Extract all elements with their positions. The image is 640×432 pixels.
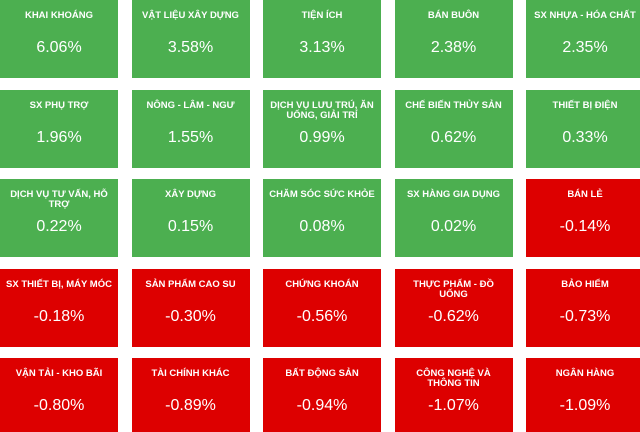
sector-name: DỊCH VỤ LƯU TRÚ, ĂN UỐNG, GIẢI TRÍ [270, 99, 374, 121]
sector-change: -1.09% [559, 397, 611, 414]
sector-change: 3.13% [299, 39, 345, 56]
sector-tile: BÁN LẺ -0.14% [526, 179, 640, 257]
sector-change: 3.58% [167, 39, 214, 56]
sector-tile: DỊCH VỤ LƯU TRÚ, ĂN UỐNG, GIẢI TRÍ 0.99% [263, 89, 381, 168]
sector-tile: SẢN PHẨM CAO SU -0.30% [131, 268, 250, 347]
sector-tile: SX PHỤ TRỢ 1.96% [0, 89, 118, 168]
sector-name: BẢO HIỂM [561, 278, 609, 290]
sector-tile: DỊCH VỤ TƯ VẤN, HỖ TRỢ 0.22% [0, 179, 118, 257]
sector-name: SX PHỤ TRỢ [29, 99, 89, 111]
sector-tile: BÁN BUÔN 2.38% [394, 0, 513, 78]
sector-name: NÔNG - LÂM - NGƯ [146, 99, 235, 111]
sector-change: 1.96% [36, 128, 82, 146]
sector-name: XÂY DỰNG [165, 189, 216, 200]
sector-change: 2.38% [430, 39, 477, 56]
sector-name: TÀI CHÍNH KHÁC [151, 368, 230, 379]
sector-name: THỰC PHẨM - ĐỒ UỐNG [413, 278, 494, 300]
sector-change: 0.99% [299, 128, 345, 146]
sector-name: CHĂM SÓC SỨC KHỎE [269, 189, 375, 200]
sector-change: -0.89% [165, 397, 216, 414]
sector-tile: SX HÀNG GIA DỤNG 0.02% [394, 179, 513, 257]
sector-change: -0.80% [33, 397, 85, 414]
sector-change: -0.14% [559, 218, 611, 235]
sector-name: BÁN BUÔN [427, 10, 480, 21]
sector-tile: CHỨNG KHOÁN -0.56% [263, 268, 381, 347]
sector-name: DỊCH VỤ TƯ VẤN, HỖ TRỢ [10, 189, 108, 210]
sector-name: SX THIẾT BỊ, MÁY MÓC [6, 278, 112, 290]
sector-name: BÁN LẺ [567, 189, 603, 200]
sector-change: 0.22% [36, 218, 82, 235]
sector-tile: XÂY DỰNG 0.15% [131, 179, 250, 257]
sector-name: VẬN TẢI - KHO BÃI [15, 368, 103, 379]
sector-change: 0.02% [430, 218, 477, 235]
sector-change: -0.18% [33, 307, 85, 325]
sector-name: VẬT LIỆU XÂY DỰNG [142, 10, 239, 21]
sector-name: SẢN PHẨM CAO SU [145, 278, 236, 290]
sector-tile: CHẾ BIẾN THỦY SẢN 0.62% [394, 89, 513, 168]
sector-name: CHỨNG KHOÁN [285, 278, 359, 290]
sector-change: -0.94% [296, 397, 348, 414]
sector-name: KHAI KHOÁNG [24, 10, 94, 21]
sector-change: -0.30% [165, 307, 216, 325]
sector-tile: TIỆN ÍCH 3.13% [263, 0, 381, 78]
sector-tile: NÔNG - LÂM - NGƯ 1.55% [131, 89, 250, 168]
sector-name: CHẾ BIẾN THỦY SẢN [405, 99, 502, 111]
sector-tile: THIẾT BỊ ĐIỆN 0.33% [526, 89, 640, 168]
sector-change: 0.08% [299, 218, 345, 235]
sector-change: -0.73% [559, 307, 611, 325]
sector-tile: KHAI KHOÁNG 6.06% [0, 0, 118, 78]
sector-change: 1.55% [167, 128, 214, 146]
sector-change: -1.07% [428, 397, 479, 414]
sector-change: 2.35% [562, 39, 608, 56]
sector-tile: THỰC PHẨM - ĐỒ UỐNG -0.62% [394, 268, 513, 347]
sector-name: THIẾT BỊ ĐIỆN [552, 99, 618, 111]
sector-tile: BẤT ĐỘNG SẢN -0.94% [263, 358, 381, 432]
sector-change: 0.33% [562, 128, 608, 146]
sector-change: 6.06% [36, 39, 82, 56]
sector-tile: TÀI CHÍNH KHÁC -0.89% [131, 358, 250, 432]
sector-name: SX HÀNG GIA DỤNG [406, 189, 501, 200]
sector-change: -0.62% [428, 307, 479, 325]
sector-tile: CÔNG NGHỆ VÀ THÔNG TIN -1.07% [394, 358, 513, 432]
sector-name: NGÂN HÀNG [555, 368, 615, 379]
sector-name: TIỆN ÍCH [301, 10, 343, 21]
sector-change: 0.15% [167, 218, 214, 235]
sector-tile: VẬT LIỆU XÂY DỰNG 3.58% [131, 0, 250, 78]
sector-tile: VẬN TẢI - KHO BÃI -0.80% [0, 358, 118, 432]
sector-tile: BẢO HIỂM -0.73% [526, 268, 640, 347]
sector-tile: CHĂM SÓC SỨC KHỎE 0.08% [263, 179, 381, 257]
sector-name: CÔNG NGHỆ VÀ THÔNG TIN [416, 368, 491, 389]
sector-tile: SX NHỰA - HÓA CHẤT 2.35% [526, 0, 640, 78]
sector-tile: NGÂN HÀNG -1.09% [526, 358, 640, 432]
sector-tile: SX THIẾT BỊ, MÁY MÓC -0.18% [0, 268, 118, 347]
sector-change: -0.56% [296, 307, 348, 325]
sector-name: SX NHỰA - HÓA CHẤT [534, 10, 636, 21]
sector-name: BẤT ĐỘNG SẢN [285, 368, 359, 379]
sector-change: 0.62% [430, 128, 477, 146]
